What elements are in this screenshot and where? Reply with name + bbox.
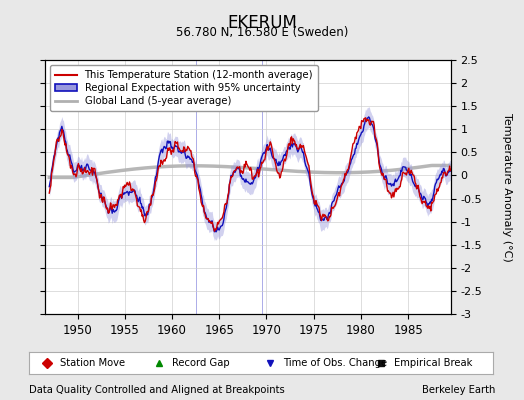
- Text: Time of Obs. Change: Time of Obs. Change: [283, 358, 387, 368]
- Text: Station Move: Station Move: [60, 358, 125, 368]
- Text: Empirical Break: Empirical Break: [394, 358, 473, 368]
- Text: Data Quality Controlled and Aligned at Breakpoints: Data Quality Controlled and Aligned at B…: [29, 385, 285, 395]
- Text: Berkeley Earth: Berkeley Earth: [422, 385, 495, 395]
- Y-axis label: Temperature Anomaly (°C): Temperature Anomaly (°C): [501, 113, 511, 261]
- Legend: This Temperature Station (12-month average), Regional Expectation with 95% uncer: This Temperature Station (12-month avera…: [50, 65, 318, 111]
- Text: EKERUM: EKERUM: [227, 14, 297, 32]
- Text: 56.780 N, 16.580 E (Sweden): 56.780 N, 16.580 E (Sweden): [176, 26, 348, 39]
- Text: Record Gap: Record Gap: [172, 358, 230, 368]
